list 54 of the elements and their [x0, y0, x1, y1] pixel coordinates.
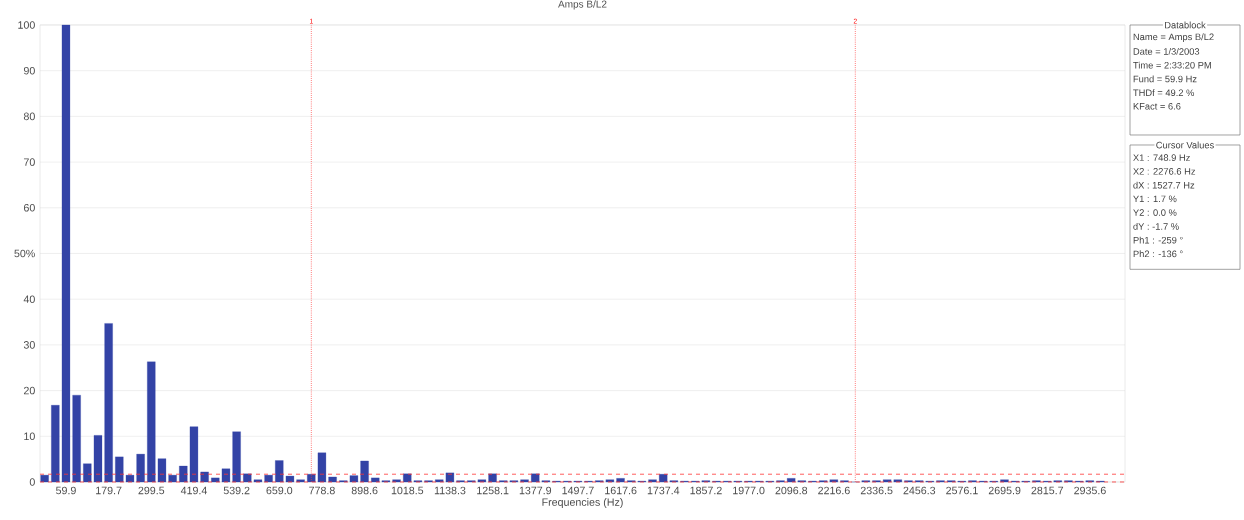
text: dY : -1.7 %: [1133, 222, 1179, 230]
x-tick-label: 179.7: [96, 486, 122, 495]
x-tick-label: 778.8: [309, 486, 335, 495]
text: Cursor Values: [1156, 141, 1214, 149]
x-axis-title: Frequencies (Hz): [542, 498, 623, 509]
y-tick-label: 10: [24, 432, 35, 441]
x-tick-label: 59.9: [56, 486, 76, 495]
text: THDf = 49.2 %: [1133, 89, 1195, 96]
y-tick-label: 80: [23, 112, 35, 121]
x-tick-label: 2216.6: [818, 486, 850, 495]
text: X1 : 748.9 Hz: [1133, 154, 1190, 161]
text: Name = Amps B/L2: [1133, 33, 1214, 43]
x-tick-label: 1258.1: [477, 486, 509, 495]
text: Y1 : 1.7 %: [1133, 195, 1177, 203]
text: X2 : 2276.6 Hz: [1133, 168, 1196, 175]
x-tick-label: 299.5: [138, 486, 165, 495]
x-tick-label: 1377.9: [519, 486, 552, 495]
y-tick-label: 30: [23, 341, 35, 349]
y-tick-label: 40: [23, 295, 35, 303]
x-tick-label: 1018.5: [391, 486, 424, 495]
x-tick-label: 419.4: [180, 486, 208, 495]
x-tick-label: 1737.4: [647, 486, 680, 495]
y-tick-label: 0: [29, 478, 35, 486]
text: Ph1 : -259 °: [1133, 236, 1183, 244]
x-tick-label: 1617.6: [605, 486, 637, 495]
x-tick-label: 2576.1: [946, 486, 978, 495]
x-tick-label: 898.6: [351, 486, 378, 495]
x-tick-label: 1138.3: [434, 486, 466, 495]
text: dX : 1527.7 Hz: [1133, 181, 1195, 189]
x-tick-label: 2096.8: [775, 486, 808, 495]
text: Fund = 59.9 Hz: [1133, 75, 1197, 83]
x-tick-label: 539.2: [223, 486, 250, 495]
text: Datablock: [1165, 21, 1206, 29]
text: Y2 : 0.0 %: [1133, 209, 1177, 216]
x-tick-label: 1977.0: [733, 486, 765, 495]
chart-title: Amps B/L2: [558, 0, 607, 10]
text: KFact = 6.6: [1133, 103, 1181, 110]
x-tick-label: 2456.3: [903, 486, 936, 495]
x-tick-label: 2695.9: [988, 486, 1021, 495]
y-tick-label: 100: [18, 21, 35, 29]
y-tick-label: 50%: [14, 249, 35, 258]
x-tick-label: 2935.6: [1074, 486, 1106, 495]
text: Date = 1/3/2003: [1133, 47, 1200, 55]
y-tick-label: 20: [23, 386, 35, 395]
x-tick-label: 659.0: [266, 486, 293, 495]
x-tick-label: 2336.5: [860, 486, 893, 495]
x-tick-label: 1857.2: [690, 486, 722, 495]
x-tick-label: 1497.7: [562, 486, 594, 495]
y-tick-label: 60: [23, 204, 35, 212]
y-tick-label: 90: [23, 66, 35, 75]
text: Time = 2:33:20 PM: [1133, 61, 1211, 69]
x-tick-label: 2815.7: [1031, 486, 1064, 495]
y-tick-label: 70: [23, 158, 35, 166]
text: Ph2 : -136 °: [1133, 250, 1183, 258]
